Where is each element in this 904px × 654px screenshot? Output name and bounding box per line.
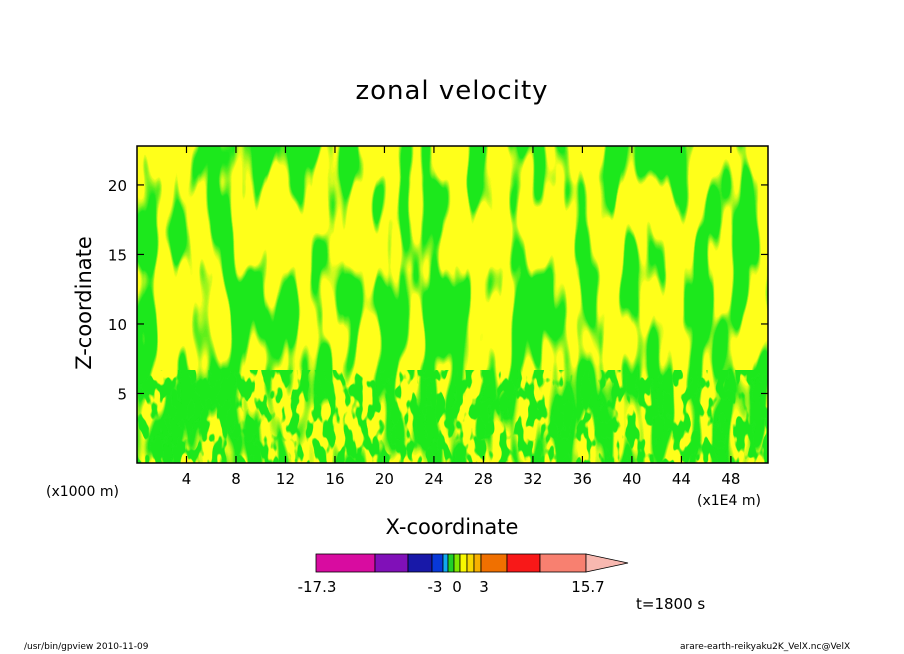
x-axis-ticks: 4 8 12 16 20 24 28 32 36 40 44 48 <box>182 146 740 488</box>
colorbar-swatch <box>480 553 508 573</box>
x-tick-label: 36 <box>573 470 592 488</box>
plot-frame <box>136 145 769 464</box>
colorbar-swatch <box>459 553 468 573</box>
x-tick-label: 20 <box>375 470 394 488</box>
x-tick-label: 40 <box>622 470 641 488</box>
x-axis-label: X-coordinate <box>0 515 904 539</box>
colorbar-swatch <box>431 553 444 573</box>
colorbar-swatch <box>447 553 455 573</box>
x-axis-label-text: X-coordinate <box>385 515 519 539</box>
colorbar-label-pos3: 3 <box>479 578 489 596</box>
colorbar-swatch <box>539 553 587 573</box>
colorbar <box>315 553 629 573</box>
field-negative-region-lower <box>137 370 768 463</box>
x-tick-label: 24 <box>424 470 443 488</box>
colorbar-label-max: 15.7 <box>571 578 605 596</box>
x-tick-label: 32 <box>523 470 542 488</box>
x-tick-label: 28 <box>474 470 493 488</box>
colorbar-label-zero: 0 <box>452 578 462 596</box>
x-tick-label: 16 <box>325 470 344 488</box>
y-axis-ticks: 5 10 15 20 <box>108 177 768 403</box>
colorbar-swatch <box>473 553 482 573</box>
colorbar-swatch <box>466 553 475 573</box>
x-tick-label: 44 <box>672 470 691 488</box>
colorbar-label-neg3: -3 <box>427 578 443 596</box>
x-axis-scale-note: (x1E4 m) <box>697 493 761 509</box>
velocity-field <box>137 146 768 463</box>
colorbar-swatch <box>374 553 409 573</box>
colorbar-swatch <box>506 553 541 573</box>
y-tick-label: 5 <box>117 385 127 403</box>
y-tick-label: 15 <box>108 246 127 264</box>
x-tick-label: 4 <box>182 470 192 488</box>
x-tick-label: 8 <box>231 470 241 488</box>
y-tick-label: 20 <box>108 177 127 195</box>
colorbar-swatch <box>315 553 376 573</box>
y-tick-label: 10 <box>108 316 127 334</box>
footer-right: arare-earth-reikyaku2K_VelX.nc@VelX <box>680 642 851 652</box>
colorbar-label-min: -17.3 <box>297 578 337 596</box>
colorbar-swatch <box>453 553 461 573</box>
colorbar-swatch <box>442 553 449 573</box>
footer-left: /usr/bin/gpview 2010-11-09 <box>24 642 149 652</box>
x-tick-label: 48 <box>721 470 740 488</box>
x-axis-unit: (x1000 m) <box>46 484 119 500</box>
time-label: t=1800 s <box>636 595 706 613</box>
colorbar-arrow <box>585 553 629 573</box>
x-tick-label: 12 <box>276 470 295 488</box>
chart-title: zonal velocity <box>355 76 549 106</box>
colorbar-swatch <box>407 553 433 573</box>
